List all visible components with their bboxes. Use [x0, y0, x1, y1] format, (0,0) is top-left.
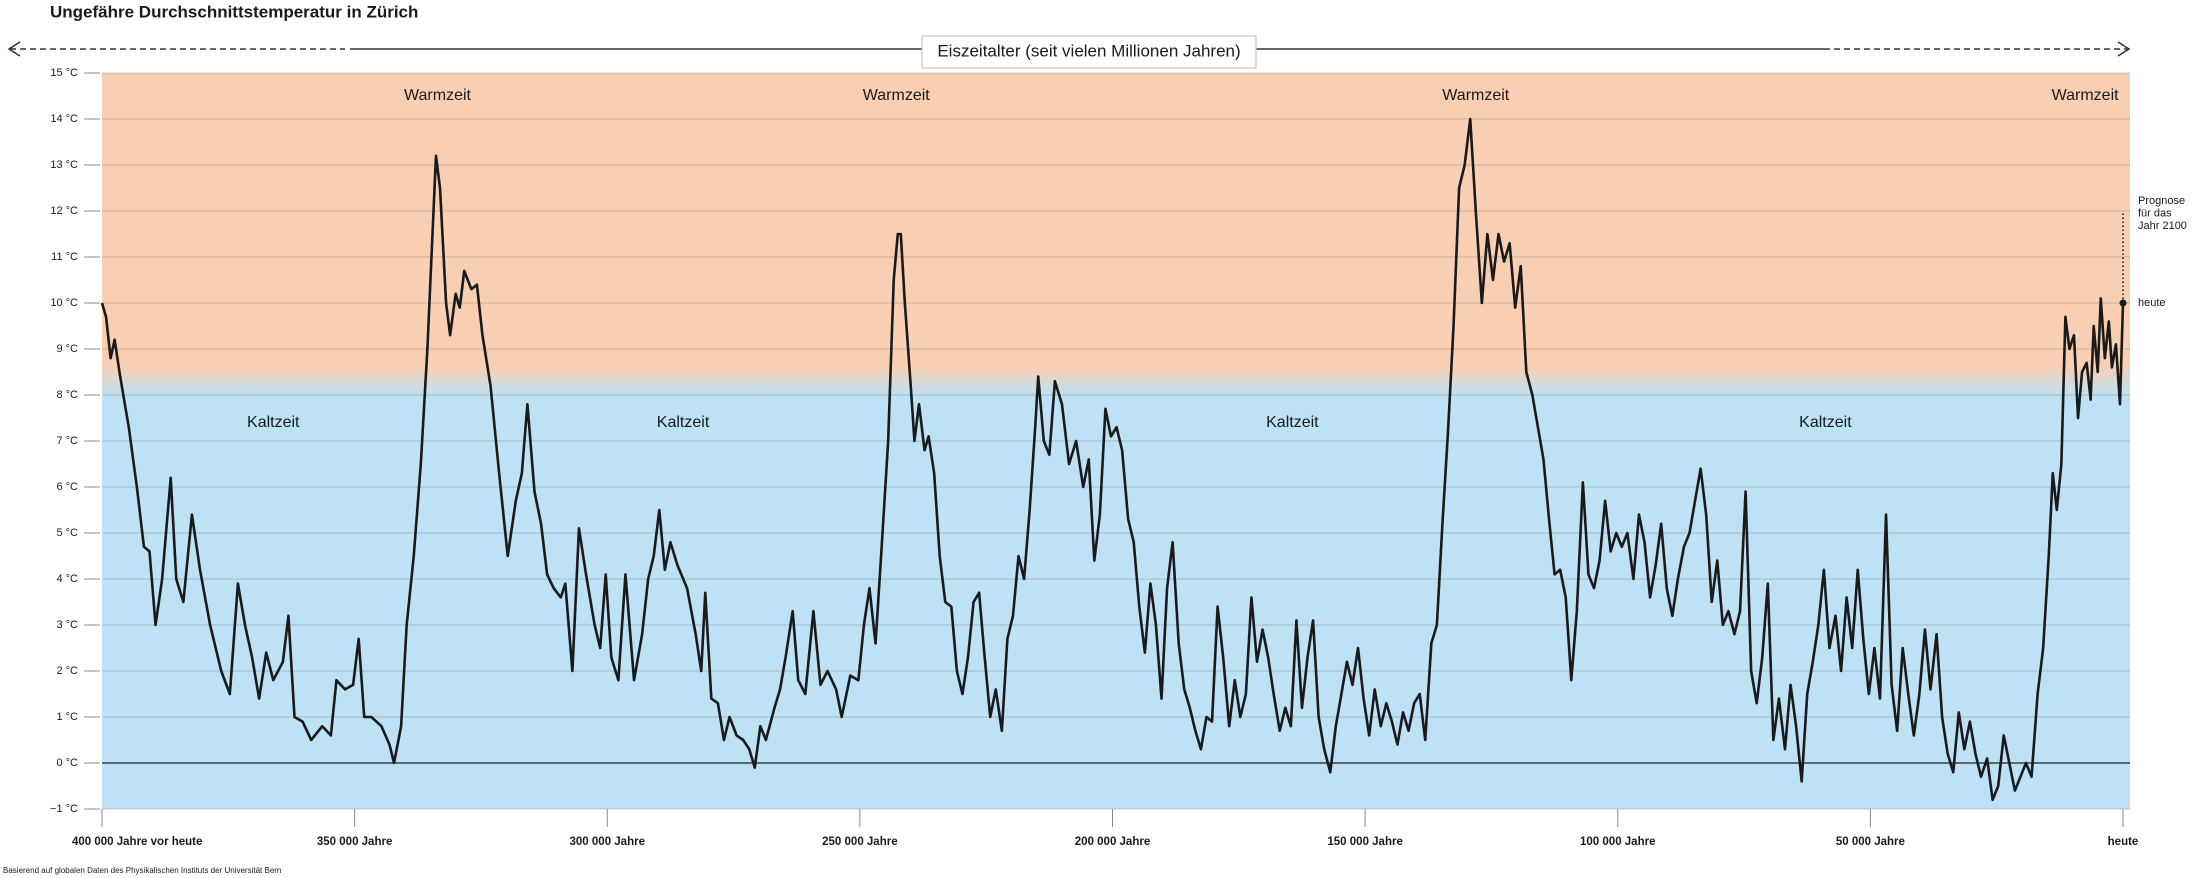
- x-tick-label: 350 000 Jahre: [317, 836, 392, 848]
- era-arrow-left: [7, 41, 21, 57]
- x-tick-label: heute: [2108, 836, 2139, 848]
- forecast-label: für das: [2138, 207, 2172, 219]
- x-tick-label: 100 000 Jahre: [1580, 836, 1655, 848]
- today-point: [2119, 299, 2127, 307]
- y-tick-label: 7 °C: [56, 435, 78, 447]
- zone-label: Kaltzeit: [657, 414, 710, 431]
- chart-title: Ungefähre Durchschnittstemperatur in Zür…: [50, 2, 418, 21]
- y-tick-label: 1 °C: [56, 711, 78, 723]
- y-tick-label: 6 °C: [56, 481, 78, 493]
- y-tick-label: 12 °C: [50, 205, 78, 217]
- zone: [102, 73, 2130, 368]
- x-tick-label: 250 000 Jahre: [822, 836, 897, 848]
- era-label-box: [921, 35, 1257, 69]
- x-tick-label: 150 000 Jahre: [1327, 836, 1402, 848]
- grid: [102, 72, 2130, 810]
- zone-label: Warmzeit: [2052, 87, 2120, 104]
- forecast-label: Jahr 2100: [2138, 220, 2187, 232]
- y-tick-label: −1 °C: [50, 803, 78, 815]
- zone-label: Warmzeit: [404, 87, 472, 104]
- x-tick-label: 50 000 Jahre: [1836, 836, 1905, 848]
- y-tick-label: 11 °C: [51, 251, 78, 263]
- zones: [102, 73, 2130, 809]
- era-arrow-right: [2117, 41, 2131, 57]
- era-banner: Eiszeitalter (seit vielen Millionen Jahr…: [7, 35, 2131, 69]
- zone-label: Warmzeit: [1442, 87, 1510, 104]
- temperature-line: [100, 117, 2125, 802]
- y-tick-label: 3 °C: [56, 619, 78, 631]
- zone-label: Kaltzeit: [247, 414, 300, 431]
- x-tick-label: 300 000 Jahre: [570, 836, 645, 848]
- y-tick-label: 14 °C: [50, 113, 78, 125]
- today-label: heute: [2138, 297, 2166, 309]
- y-tick-label: 8 °C: [56, 389, 78, 401]
- x-tick-label: 400 000 Jahre vor heute: [72, 836, 202, 848]
- y-tick-label: 10 °C: [50, 297, 78, 309]
- zone-label: Kaltzeit: [1799, 414, 1852, 431]
- zone: [102, 395, 2130, 809]
- y-tick-label: 2 °C: [56, 665, 78, 677]
- zone-blend: [102, 366, 2130, 396]
- zone-label: Warmzeit: [863, 87, 931, 104]
- y-tick-label: 9 °C: [56, 343, 78, 355]
- y-tick-label: 4 °C: [56, 573, 78, 585]
- era-label: Eiszeitalter (seit vielen Millionen Jahr…: [937, 41, 1240, 60]
- forecast-label: Prognose: [2138, 195, 2185, 207]
- y-tick-label: 5 °C: [56, 527, 78, 539]
- source-note: Basierend auf globalen Daten des Physika…: [3, 866, 281, 875]
- y-tick-label: 15 °C: [50, 67, 78, 79]
- y-tick-label: 0 °C: [56, 757, 78, 769]
- y-tick-label: 13 °C: [50, 159, 78, 171]
- zone-label: Kaltzeit: [1266, 414, 1319, 431]
- x-tick-label: 200 000 Jahre: [1075, 836, 1150, 848]
